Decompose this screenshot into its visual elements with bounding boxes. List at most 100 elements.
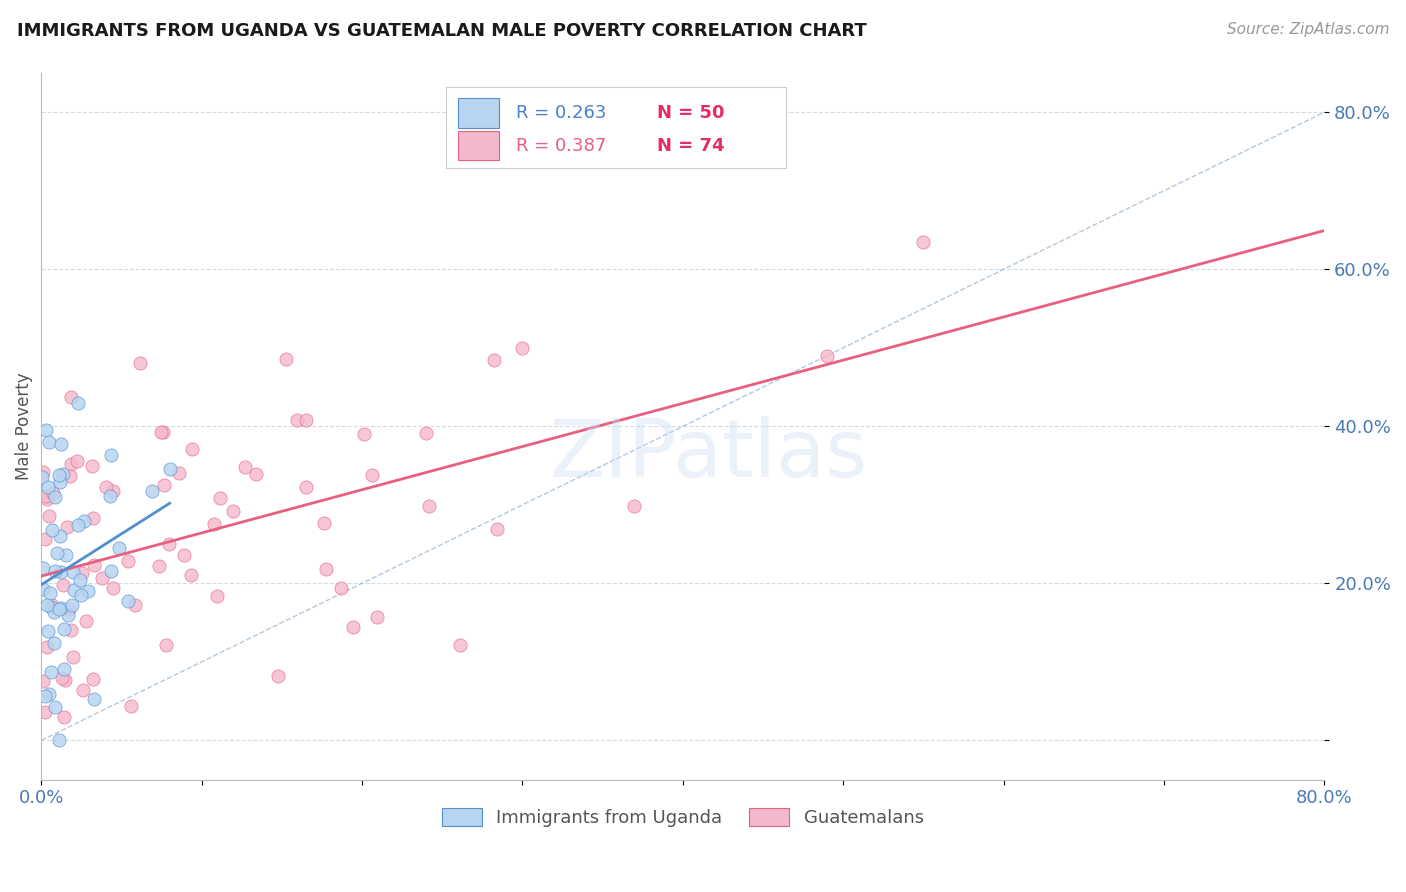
Point — [48, 475, 70, 489]
Point — [48, 468, 70, 483]
Point — [48, 601, 70, 615]
Point — [53, 662, 76, 676]
Point — [60, 598, 83, 612]
Point — [623, 500, 645, 514]
Point — [912, 235, 935, 249]
Point — [51, 565, 73, 579]
Point — [221, 503, 243, 517]
Point — [245, 467, 267, 481]
Text: N = 50: N = 50 — [657, 104, 724, 122]
Point — [32, 561, 55, 575]
Point — [82, 511, 104, 525]
Point — [353, 427, 375, 442]
Point — [59, 469, 82, 483]
Point — [285, 413, 308, 427]
Point — [70, 588, 93, 602]
Point — [53, 710, 76, 724]
Point — [107, 541, 129, 555]
Point — [82, 458, 104, 473]
Point — [66, 454, 89, 468]
Point — [342, 620, 364, 634]
Point — [83, 692, 105, 706]
Point — [60, 391, 83, 405]
Point — [205, 589, 228, 603]
Point — [91, 571, 114, 585]
Point — [366, 609, 388, 624]
Point — [32, 582, 55, 596]
Point — [159, 462, 181, 476]
Point — [149, 425, 172, 439]
Point — [52, 578, 75, 592]
Point — [31, 470, 53, 484]
Point — [315, 562, 337, 576]
Point — [117, 553, 139, 567]
Point — [415, 426, 437, 441]
Point — [82, 672, 104, 686]
Point — [39, 586, 62, 600]
Point — [53, 673, 76, 687]
Point — [312, 516, 335, 530]
Point — [83, 558, 105, 572]
Point — [37, 480, 59, 494]
Point — [124, 598, 146, 612]
Text: IMMIGRANTS FROM UGANDA VS GUATEMALAN MALE POVERTY CORRELATION CHART: IMMIGRANTS FROM UGANDA VS GUATEMALAN MAL… — [17, 22, 866, 40]
Point — [59, 623, 82, 637]
Text: ZIPatlas: ZIPatlas — [550, 416, 868, 493]
Point — [486, 523, 509, 537]
Point — [155, 638, 177, 652]
Point — [75, 614, 97, 628]
Point — [35, 598, 58, 612]
Point — [58, 602, 80, 616]
Point — [35, 423, 58, 437]
Point — [34, 689, 56, 703]
Text: R = 0.387: R = 0.387 — [516, 136, 606, 154]
Point — [72, 682, 94, 697]
Point — [418, 499, 440, 513]
Point — [152, 425, 174, 440]
Point — [62, 650, 84, 665]
Text: R = 0.263: R = 0.263 — [516, 104, 606, 122]
Point — [32, 465, 55, 479]
Point — [173, 548, 195, 562]
Point — [157, 537, 180, 551]
FancyBboxPatch shape — [458, 98, 499, 128]
Legend: Immigrants from Uganda, Guatemalans: Immigrants from Uganda, Guatemalans — [434, 800, 931, 834]
Point — [202, 516, 225, 531]
Point — [267, 669, 290, 683]
Point — [274, 351, 297, 366]
Point — [44, 564, 66, 578]
Point — [56, 519, 79, 533]
Point — [45, 546, 67, 560]
Point — [39, 600, 62, 615]
Point — [117, 594, 139, 608]
FancyBboxPatch shape — [458, 131, 499, 161]
Point — [37, 624, 59, 639]
Point — [56, 607, 79, 622]
Point — [329, 581, 352, 595]
Point — [67, 396, 90, 410]
Point — [42, 486, 65, 500]
Point — [35, 491, 58, 506]
Point — [103, 484, 125, 499]
Text: Source: ZipAtlas.com: Source: ZipAtlas.com — [1226, 22, 1389, 37]
Point — [69, 573, 91, 587]
Point — [77, 584, 100, 599]
Point — [449, 638, 471, 652]
Point — [233, 460, 256, 475]
Point — [512, 341, 534, 355]
Text: N = 74: N = 74 — [657, 136, 724, 154]
Point — [51, 671, 73, 685]
Point — [38, 687, 60, 701]
Point — [72, 514, 94, 528]
Point — [295, 413, 318, 427]
Point — [180, 568, 202, 582]
Point — [100, 449, 122, 463]
Point — [62, 565, 84, 579]
Point — [55, 548, 77, 562]
Point — [141, 483, 163, 498]
Point — [35, 490, 58, 504]
Point — [98, 489, 121, 503]
Point — [44, 490, 66, 504]
Point — [60, 457, 83, 471]
Point — [37, 640, 59, 654]
